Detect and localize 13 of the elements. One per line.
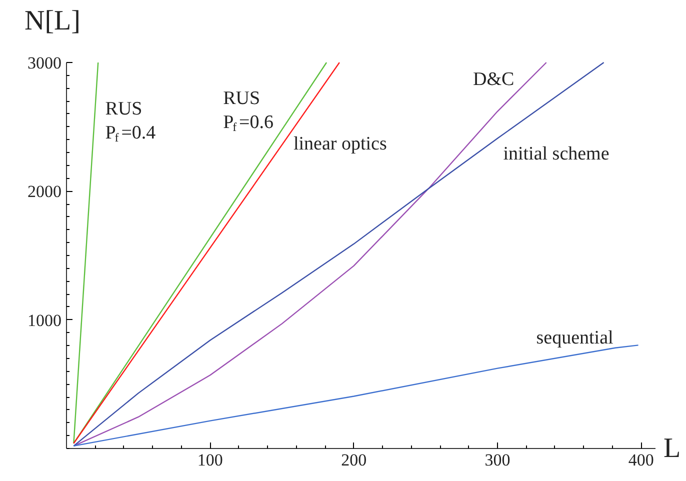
series-label: sequential: [536, 328, 614, 349]
x-tick-label: 100: [197, 450, 223, 470]
y-axis-title: N[L]: [24, 6, 80, 36]
x-tick-label: 400: [628, 450, 654, 470]
x-axis-title: L: [664, 433, 681, 464]
y-tick-label: 1000: [28, 310, 62, 330]
y-tick-label: 2000: [28, 182, 62, 202]
x-tick-label: 200: [341, 450, 367, 470]
series-label: initial scheme: [503, 144, 610, 165]
series-label: linear optics: [293, 133, 387, 154]
y-tick-label: 3000: [28, 54, 62, 72]
series-label: D&C: [473, 68, 514, 90]
x-tick-label: 300: [484, 450, 510, 470]
